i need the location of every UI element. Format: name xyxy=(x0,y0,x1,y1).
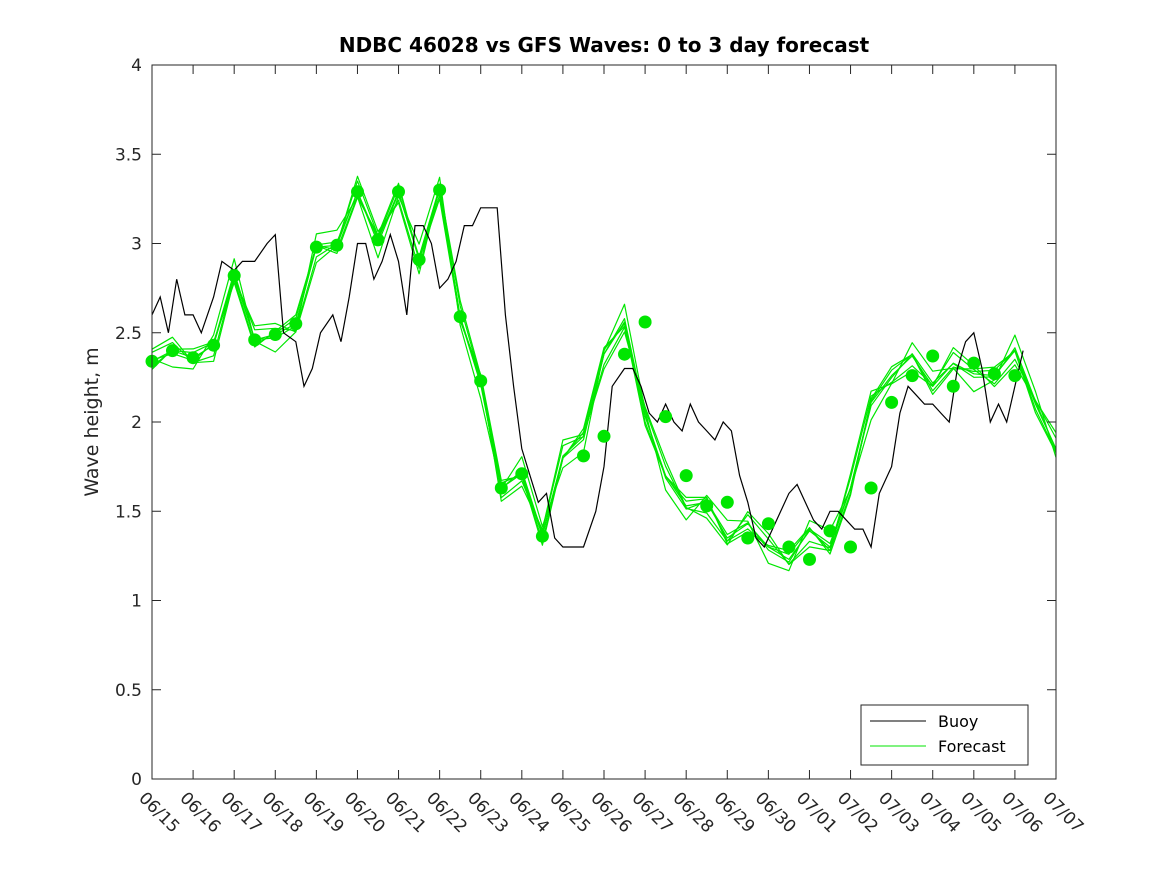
forecast-point xyxy=(720,495,734,509)
forecast-point xyxy=(618,347,631,361)
forecast-point xyxy=(268,328,282,341)
buoy-line-group xyxy=(151,207,1024,550)
legend-forecast-label: Forecast xyxy=(938,737,1006,756)
forecast-point xyxy=(248,333,262,347)
forecast-series-line xyxy=(151,175,1057,566)
forecast-point xyxy=(926,349,940,363)
forecast-point xyxy=(638,315,652,329)
forecast-point xyxy=(761,517,775,531)
y-axis-label: Wave height, m xyxy=(81,347,103,496)
forecast-point xyxy=(474,374,488,388)
y-tick-label: 0.5 xyxy=(115,681,142,701)
forecast-point xyxy=(741,531,755,545)
forecast-point xyxy=(700,499,714,513)
forecast-point xyxy=(577,449,590,463)
y-tick-label: 2.5 xyxy=(115,324,142,344)
forecast-series-line xyxy=(151,186,1057,563)
forecast-point xyxy=(844,540,857,554)
forecast-point xyxy=(166,344,179,358)
forecast-point xyxy=(453,310,467,324)
forecast-point xyxy=(371,233,385,247)
forecast-point xyxy=(330,238,344,252)
y-tick-label: 0 xyxy=(131,770,142,790)
plot-area xyxy=(145,64,1057,780)
y-tick-label: 1.5 xyxy=(115,502,142,522)
forecast-point xyxy=(412,253,426,267)
legend: Buoy Forecast xyxy=(860,704,1029,766)
forecast-point xyxy=(597,429,611,443)
forecast-lines xyxy=(151,175,1057,572)
y-tick-label: 3 xyxy=(131,235,142,255)
y-tick-label: 4 xyxy=(131,56,142,76)
forecast-point xyxy=(946,379,960,393)
forecast-point xyxy=(823,524,837,538)
legend-buoy-label: Buoy xyxy=(938,712,978,731)
forecast-series-line xyxy=(151,182,1057,555)
forecast-point xyxy=(392,185,405,199)
forecast-point xyxy=(186,351,200,365)
forecast-point xyxy=(905,369,919,383)
forecast-point xyxy=(679,469,693,483)
y-tick-label: 3.5 xyxy=(115,145,142,165)
chart-title: NDBC 46028 vs GFS Waves: 0 to 3 day fore… xyxy=(339,33,870,57)
forecast-point xyxy=(987,367,1001,381)
forecast-point xyxy=(659,410,673,424)
forecast-point xyxy=(1008,369,1022,383)
plot-background xyxy=(152,65,1056,779)
forecast-point xyxy=(309,240,323,254)
buoy-series-line xyxy=(151,207,1024,550)
forecast-series-line xyxy=(151,180,1057,565)
legend-box xyxy=(860,704,1029,766)
forecast-point xyxy=(227,269,241,283)
forecast-point xyxy=(515,467,529,481)
forecast-point xyxy=(885,395,899,409)
forecast-point xyxy=(803,552,816,566)
y-tick-label: 2 xyxy=(131,413,142,433)
y-tick-label: 1 xyxy=(131,592,142,612)
forecast-point xyxy=(207,338,221,352)
forecast-series-line xyxy=(151,185,1057,555)
forecast-point xyxy=(535,529,549,543)
forecast-point xyxy=(289,317,303,331)
forecast-point xyxy=(494,481,508,495)
forecast-point xyxy=(351,185,364,199)
forecast-point xyxy=(782,540,796,554)
y-axis-ticks: 0 0.5 1 1.5 2 2.5 3 3.5 4 xyxy=(115,56,1056,790)
forecast-point xyxy=(433,183,447,197)
forecast-point xyxy=(864,481,878,495)
forecast-point xyxy=(967,356,981,370)
